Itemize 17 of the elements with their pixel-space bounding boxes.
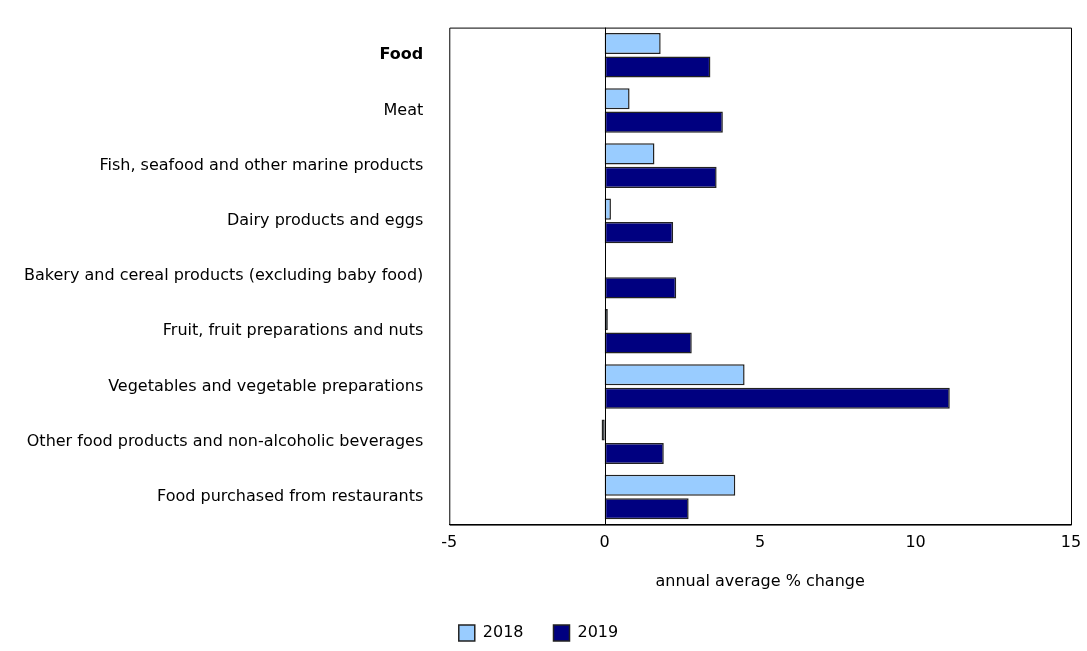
x-axis-title: annual average % change <box>655 570 865 590</box>
y-tick-label: Fish, seafood and other marine products <box>99 154 424 174</box>
y-tick-label: Vegetables and vegetable preparations <box>108 375 424 395</box>
x-tick-label: 0 <box>599 532 610 552</box>
x-tick-label: 5 <box>755 532 766 552</box>
y-tick-label: Meat <box>383 99 424 119</box>
y-tick-label: Food purchased from restaurants <box>157 486 424 506</box>
y-tick-label: Dairy products and eggs <box>226 210 424 230</box>
x-tick-label: 15 <box>1060 532 1082 552</box>
y-tick-label: Fruit, fruit preparations and nuts <box>162 320 424 340</box>
y-tick-label: Bakery and cereal products (excluding baby food) <box>23 265 424 285</box>
legend-label: 2019 <box>577 622 619 642</box>
x-tick-label: -5 <box>441 532 458 552</box>
y-tick-label: Other food products and non-alcoholic beverages <box>26 430 424 450</box>
y-tick-label: Food <box>379 44 424 64</box>
legend-label: 2018 <box>482 622 524 642</box>
x-tick-label: 10 <box>905 532 926 552</box>
